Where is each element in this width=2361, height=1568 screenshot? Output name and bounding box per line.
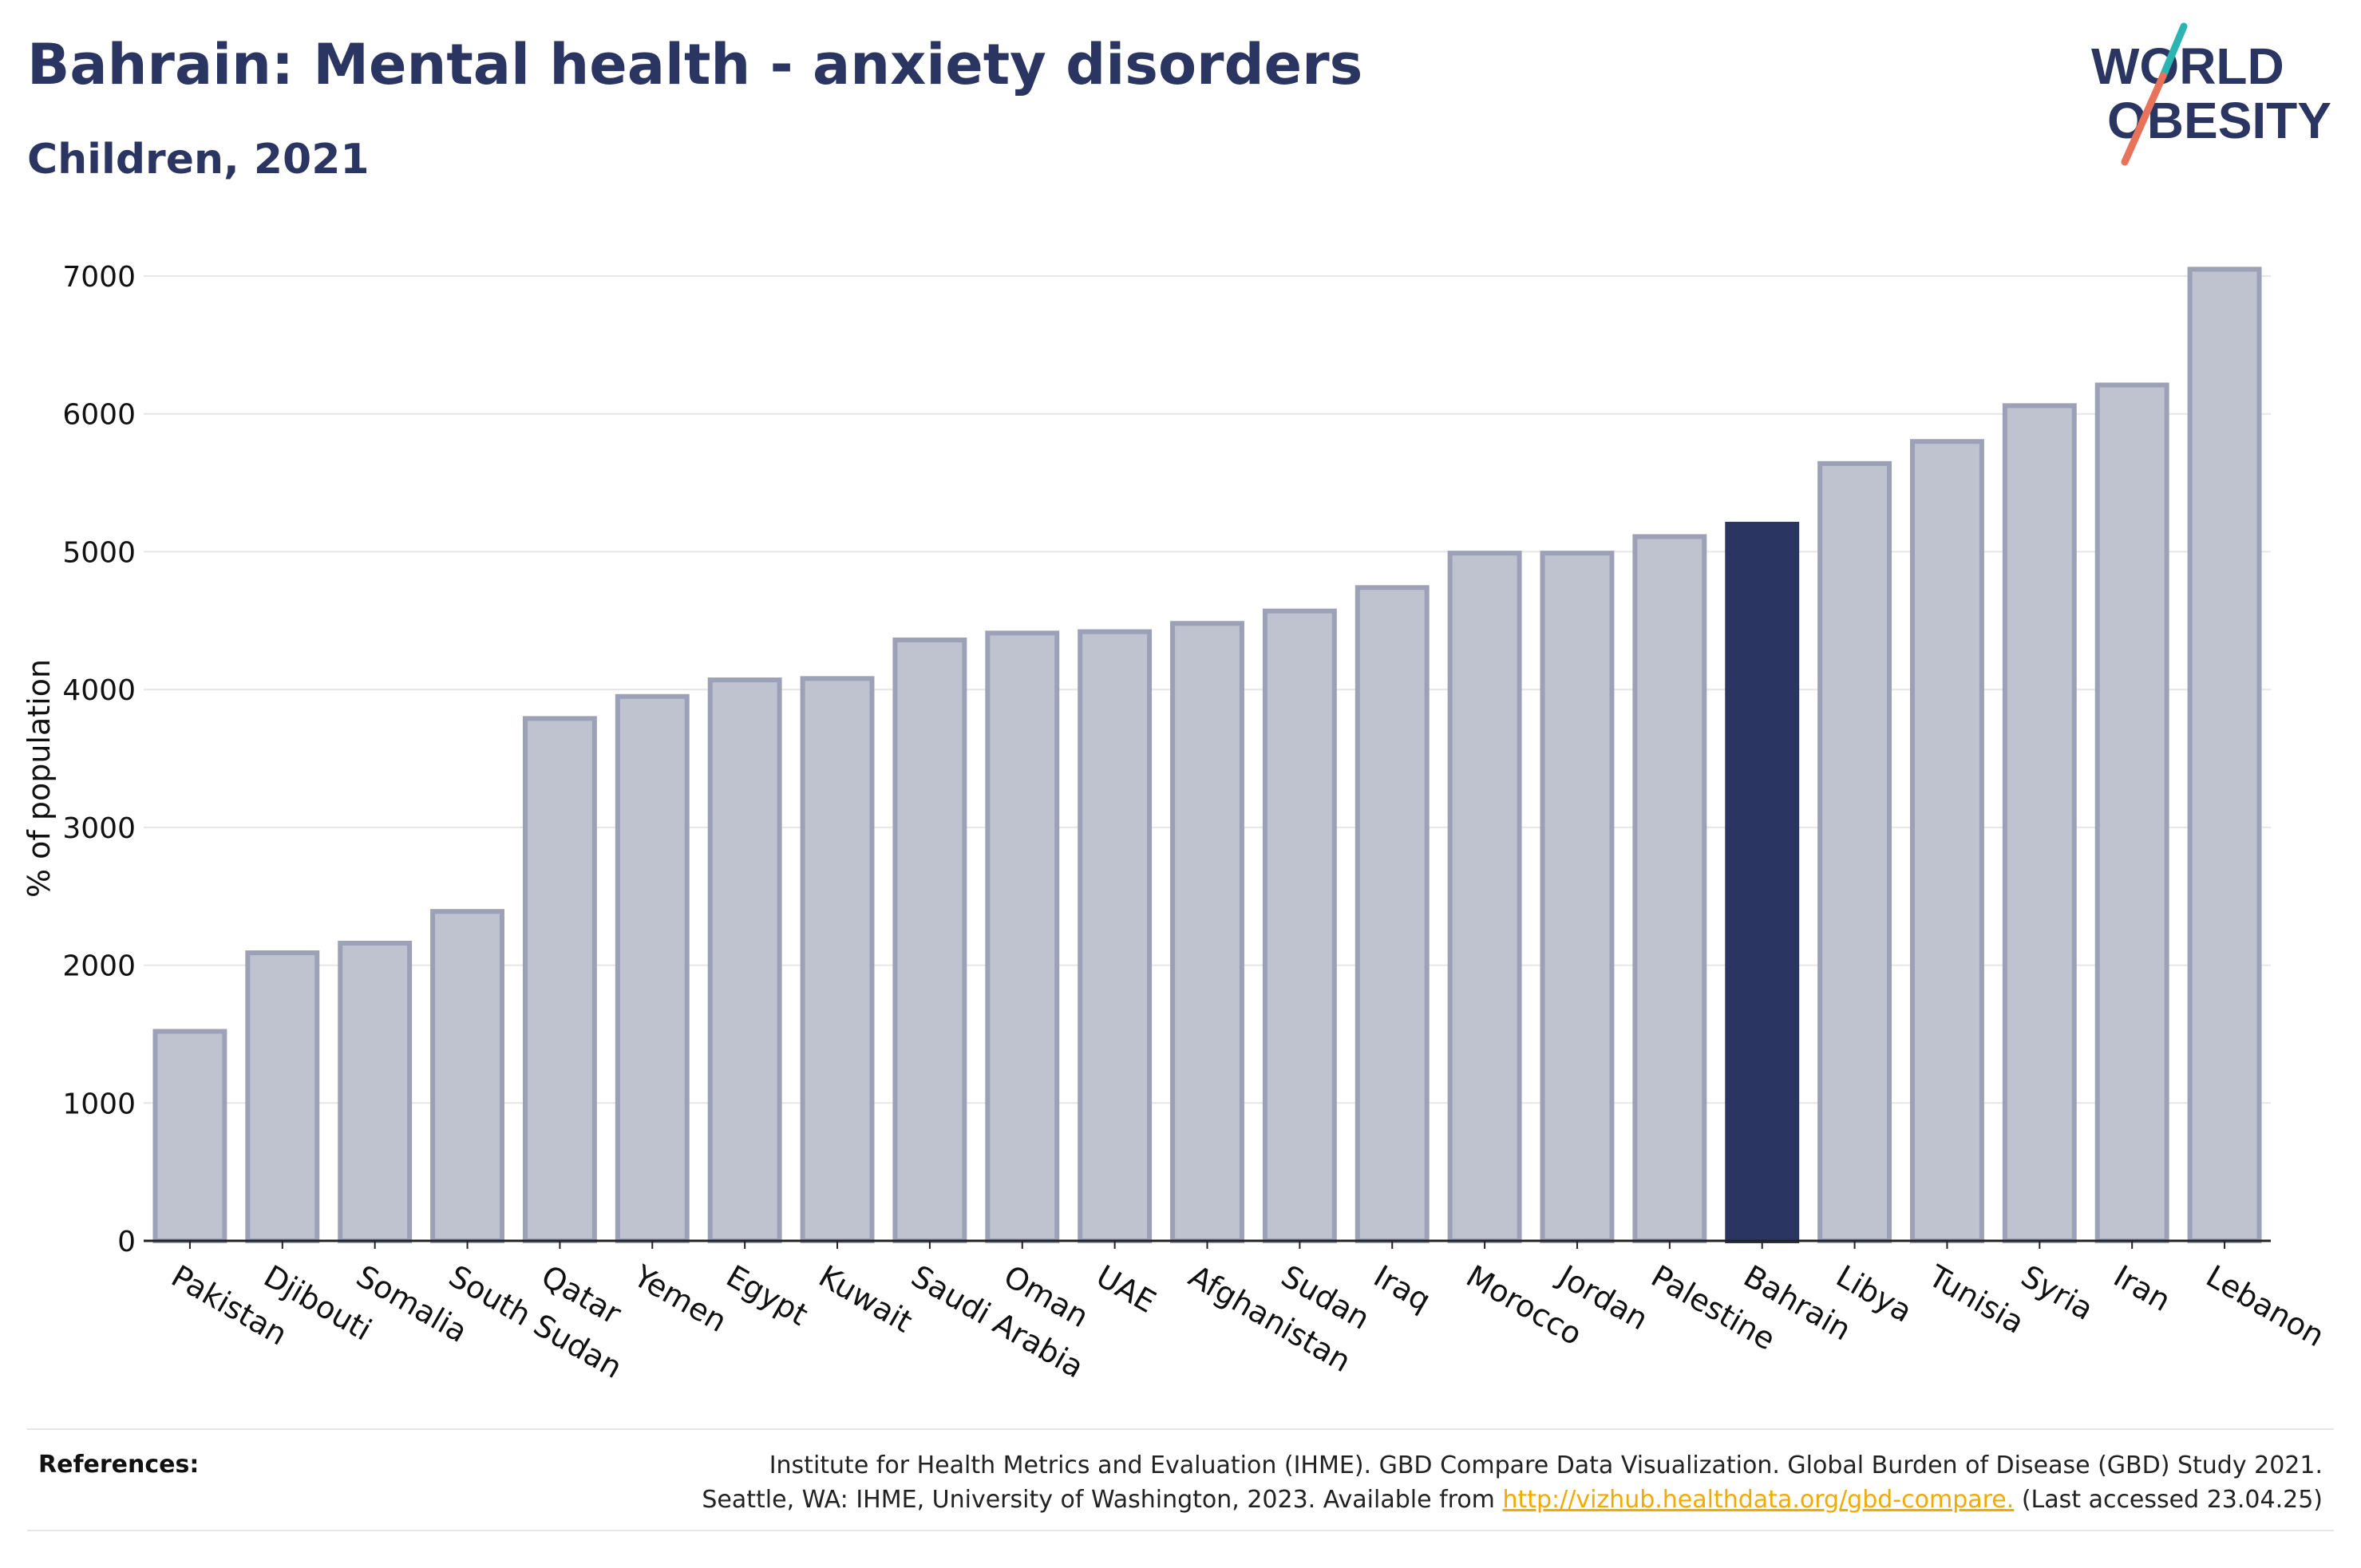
x-tick-label: UAE xyxy=(1090,1258,1161,1320)
references-label: References: xyxy=(38,1451,200,1479)
bar-lebanon xyxy=(2187,267,2262,1244)
bar-iraq xyxy=(1355,585,1430,1243)
x-tick-label: Lebanon xyxy=(2201,1258,2331,1353)
x-tick-label: Iran xyxy=(2108,1258,2177,1318)
y-axis-ticks: 0 1000 2000 3000 4000 5000 6000 7000 xyxy=(62,261,136,1258)
bar-syria xyxy=(2002,403,2077,1243)
bar-bahrain xyxy=(1725,521,1800,1243)
reference-line-1: Institute for Health Metrics and Evaluat… xyxy=(769,1451,2323,1479)
chart-title: Bahrain: Mental health - anxiety disorde… xyxy=(27,32,1363,97)
bar-chart: 0 1000 2000 3000 4000 5000 6000 7000 PakistanDj… xyxy=(22,261,2330,1385)
bar-libya xyxy=(1817,460,1892,1243)
bar-palestine xyxy=(1632,534,1707,1243)
bar-pakistan xyxy=(152,1029,227,1243)
bar-djibouti xyxy=(245,950,320,1243)
bar-morocco xyxy=(1447,551,1522,1243)
y-tick-label: 2000 xyxy=(62,950,136,983)
x-tick-label: Kuwait xyxy=(813,1258,919,1340)
x-tick-label: Tunisia xyxy=(1922,1258,2030,1341)
x-tick-label: Iraq xyxy=(1368,1258,1437,1318)
y-tick-label: 5000 xyxy=(62,536,136,569)
x-tick-label: Egypt xyxy=(721,1258,814,1333)
logo-slash-coral xyxy=(2121,72,2167,166)
bar-tunisia xyxy=(1910,439,1984,1243)
bar-kuwait xyxy=(800,676,875,1243)
y-axis-label: % of population xyxy=(22,659,57,898)
bar-sudan xyxy=(1262,608,1337,1243)
x-tick-label: Yemen xyxy=(627,1258,733,1339)
bar-yemen xyxy=(615,693,690,1243)
bar-somalia xyxy=(338,940,413,1243)
bar-oman xyxy=(985,630,1060,1243)
logo-text-world: WORLD xyxy=(2091,38,2284,95)
chart-subtitle: Children, 2021 xyxy=(27,136,370,184)
y-tick-label: 0 xyxy=(117,1226,136,1258)
y-tick-label: 6000 xyxy=(62,399,136,432)
reference-line-2: Seattle, WA: IHME, University of Washing… xyxy=(702,1485,1503,1514)
world-obesity-logo: WORLD OBESITY xyxy=(2091,22,2331,166)
y-tick-label: 3000 xyxy=(62,812,136,845)
bar-iran xyxy=(2094,382,2169,1243)
reference-accessed: (Last accessed 23.04.25) xyxy=(2014,1485,2323,1514)
bar-qatar xyxy=(522,716,597,1243)
bar-south-sudan xyxy=(430,909,504,1244)
bar-saudi-arabia xyxy=(892,637,967,1243)
y-tick-label: 4000 xyxy=(62,674,136,707)
y-tick-label: 1000 xyxy=(62,1088,136,1120)
bar-uae xyxy=(1078,629,1153,1243)
references-text: Institute for Health Metrics and Evaluat… xyxy=(702,1449,2323,1517)
bars xyxy=(152,267,2262,1244)
reference-link[interactable]: http://vizhub.healthdata.org/gbd-compare… xyxy=(1502,1485,2015,1514)
bar-afghanistan xyxy=(1170,621,1244,1243)
y-tick-label: 7000 xyxy=(62,261,136,294)
references-box: References: Institute for Health Metrics… xyxy=(27,1428,2334,1531)
bar-jordan xyxy=(1540,551,1615,1243)
x-tick-label: Syria xyxy=(2015,1258,2099,1327)
logo-slash-teal xyxy=(2159,22,2188,80)
bar-egypt xyxy=(707,677,782,1243)
